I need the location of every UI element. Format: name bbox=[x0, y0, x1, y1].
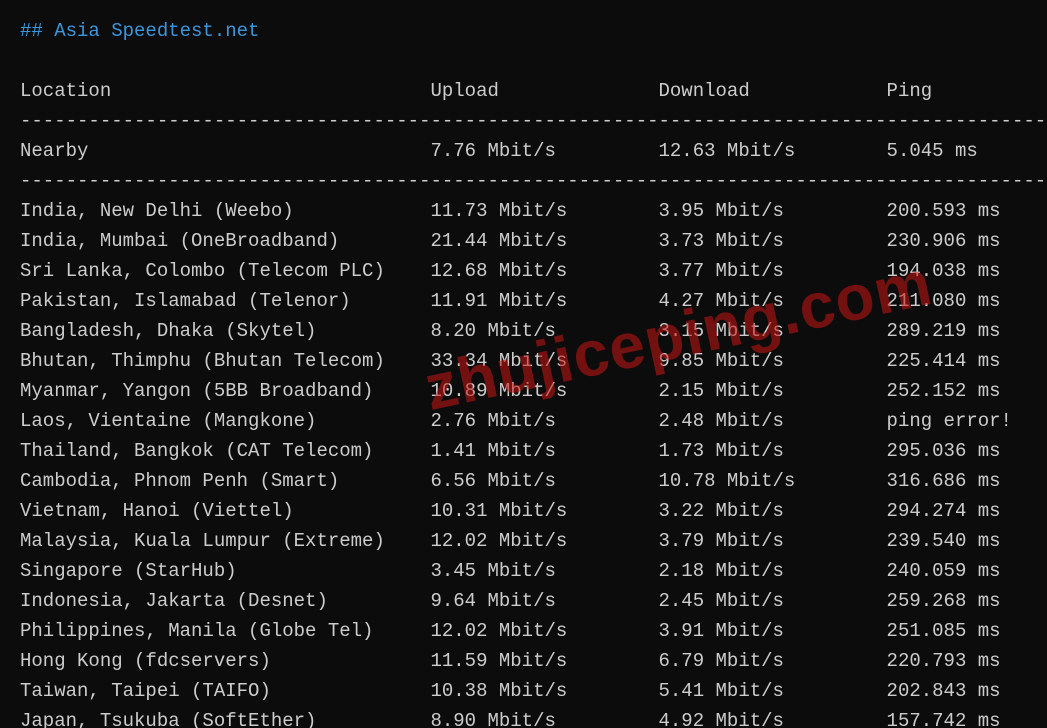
section-title: ## Asia Speedtest.net bbox=[20, 20, 259, 42]
nearby-row: Nearby 7.76 Mbit/s 12.63 Mbit/s 5.045 ms bbox=[20, 140, 978, 162]
divider-mid: ----------------------------------------… bbox=[20, 170, 1046, 192]
terminal-output: ## Asia Speedtest.net Location Upload Do… bbox=[0, 0, 1047, 728]
divider-top: ----------------------------------------… bbox=[20, 110, 1046, 132]
rows-block: India, New Delhi (Weebo) 11.73 Mbit/s 3.… bbox=[20, 200, 1012, 728]
header-row: Location Upload Download Ping bbox=[20, 80, 932, 102]
